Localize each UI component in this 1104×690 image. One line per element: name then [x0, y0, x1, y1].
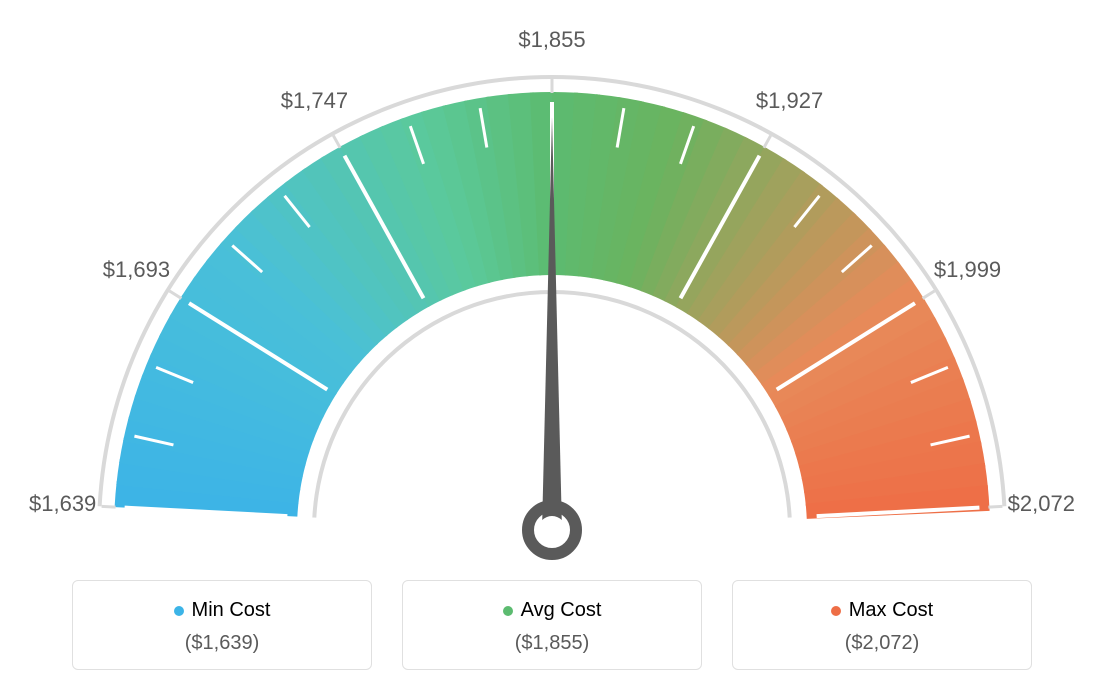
legend-avg-value: ($1,855) — [423, 632, 681, 655]
gauge-svg — [0, 20, 1104, 580]
gauge-tick-label: $1,999 — [934, 257, 1001, 283]
legend-avg-label-row: Avg Cost — [423, 599, 681, 622]
dot-min — [174, 606, 184, 616]
legend-row: Min Cost ($1,639) Avg Cost ($1,855) Max … — [72, 580, 1032, 670]
gauge-chart: $1,639 $1,693 $1,747 $1,855 $1,927 $1,999 $2,0… — [0, 0, 1104, 560]
dot-max — [831, 606, 841, 616]
legend-min-label-row: Min Cost — [93, 599, 351, 622]
legend-min-cost: Min Cost ($1,639) — [72, 580, 372, 670]
legend-max-label-row: Max Cost — [753, 599, 1011, 622]
gauge-tick-label: $1,693 — [103, 257, 170, 283]
gauge-tick-label: $1,927 — [756, 88, 823, 114]
legend-avg-cost: Avg Cost ($1,855) — [402, 580, 702, 670]
legend-min-value: ($1,639) — [93, 632, 351, 655]
legend-max-value: ($2,072) — [753, 632, 1011, 655]
gauge-tick-label: $1,747 — [281, 88, 348, 114]
gauge-tick-label: $1,639 — [29, 491, 96, 517]
gauge-tick-label: $1,855 — [518, 27, 585, 53]
legend-avg-label: Avg Cost — [521, 599, 602, 622]
legend-max-label: Max Cost — [849, 599, 933, 622]
legend-max-cost: Max Cost ($2,072) — [732, 580, 1032, 670]
gauge-tick-label: $2,072 — [1008, 491, 1075, 517]
dot-avg — [503, 606, 513, 616]
legend-min-label: Min Cost — [192, 599, 271, 622]
